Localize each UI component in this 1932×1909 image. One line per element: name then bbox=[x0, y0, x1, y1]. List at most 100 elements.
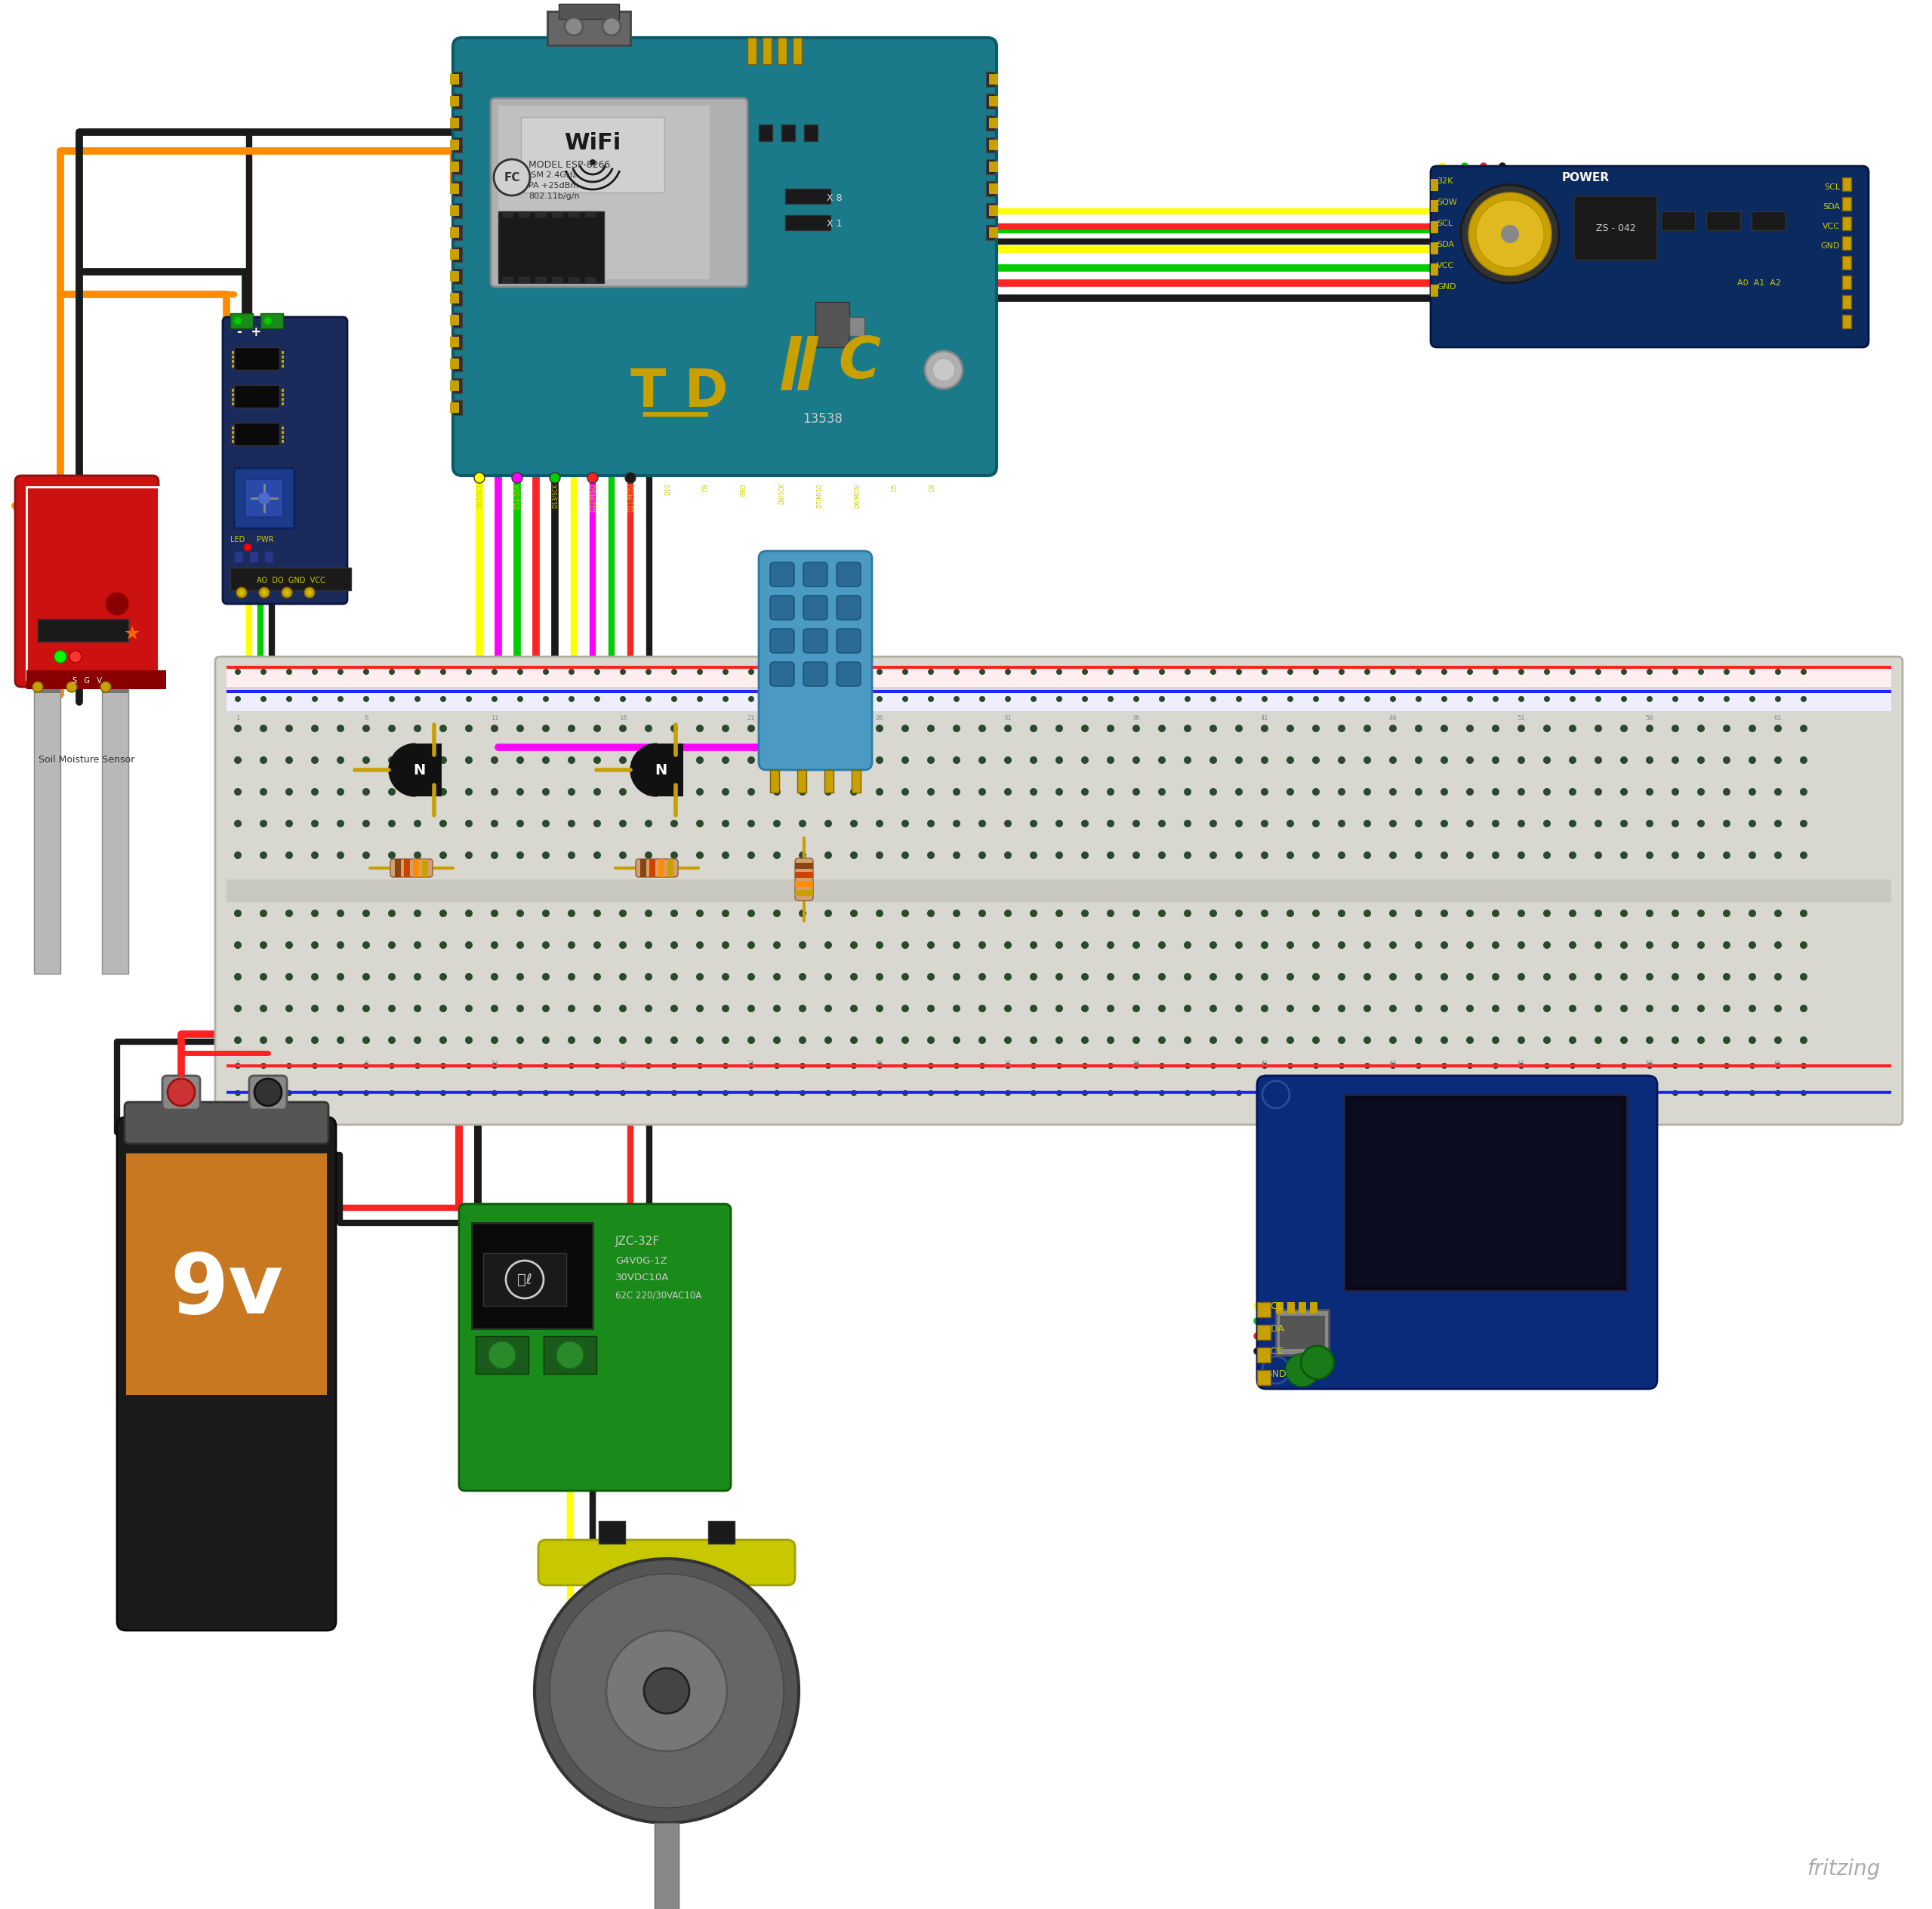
Circle shape bbox=[568, 1063, 574, 1069]
Text: POWER: POWER bbox=[1561, 172, 1609, 183]
Circle shape bbox=[1134, 1090, 1140, 1096]
Bar bbox=[1258, 1348, 1271, 1363]
Circle shape bbox=[798, 1004, 806, 1012]
Circle shape bbox=[240, 590, 243, 596]
Circle shape bbox=[1132, 974, 1140, 981]
Circle shape bbox=[388, 1063, 394, 1069]
Bar bbox=[985, 202, 995, 218]
Bar bbox=[553, 277, 564, 283]
Circle shape bbox=[286, 909, 294, 916]
Circle shape bbox=[336, 909, 344, 916]
Bar bbox=[450, 206, 460, 216]
Bar bbox=[452, 357, 462, 372]
Circle shape bbox=[1723, 851, 1731, 859]
Circle shape bbox=[1082, 788, 1090, 796]
Circle shape bbox=[234, 1004, 242, 1012]
Circle shape bbox=[1544, 725, 1551, 733]
Circle shape bbox=[1262, 668, 1267, 674]
Circle shape bbox=[415, 697, 421, 703]
Circle shape bbox=[1723, 974, 1731, 981]
Circle shape bbox=[1134, 668, 1140, 674]
Text: SDA: SDA bbox=[1437, 241, 1455, 248]
Circle shape bbox=[1287, 851, 1294, 859]
Bar bbox=[415, 743, 442, 796]
Text: 51: 51 bbox=[1517, 716, 1524, 722]
Circle shape bbox=[620, 668, 626, 674]
Circle shape bbox=[902, 788, 908, 796]
Bar bbox=[126, 1153, 327, 1395]
Circle shape bbox=[1774, 1037, 1781, 1044]
Circle shape bbox=[593, 788, 601, 796]
Circle shape bbox=[1493, 668, 1499, 674]
Text: D12/MISO: D12/MISO bbox=[589, 483, 597, 512]
Text: Soil Moisture Sensor: Soil Moisture Sensor bbox=[39, 754, 135, 766]
Text: VCC: VCC bbox=[1437, 262, 1455, 269]
Circle shape bbox=[595, 668, 601, 674]
Circle shape bbox=[286, 788, 294, 796]
Circle shape bbox=[1005, 941, 1012, 949]
Circle shape bbox=[1337, 725, 1345, 733]
Circle shape bbox=[618, 788, 626, 796]
Circle shape bbox=[543, 941, 549, 949]
Circle shape bbox=[723, 941, 728, 949]
Bar bbox=[1841, 315, 1851, 328]
Circle shape bbox=[1723, 909, 1731, 916]
Text: D13/SCK: D13/SCK bbox=[551, 483, 558, 508]
Circle shape bbox=[593, 756, 601, 764]
Circle shape bbox=[1621, 725, 1629, 733]
Circle shape bbox=[723, 909, 728, 916]
Circle shape bbox=[1517, 819, 1524, 827]
Circle shape bbox=[259, 493, 270, 504]
Circle shape bbox=[1801, 697, 1806, 703]
Bar bbox=[639, 859, 647, 876]
Circle shape bbox=[902, 851, 908, 859]
Circle shape bbox=[1005, 819, 1012, 827]
Circle shape bbox=[927, 725, 935, 733]
Circle shape bbox=[1671, 909, 1679, 916]
Circle shape bbox=[645, 941, 653, 949]
Circle shape bbox=[491, 697, 498, 703]
Circle shape bbox=[952, 756, 960, 764]
Circle shape bbox=[439, 725, 446, 733]
Circle shape bbox=[620, 697, 626, 703]
Circle shape bbox=[473, 473, 485, 483]
Bar bbox=[518, 277, 529, 283]
Circle shape bbox=[1723, 756, 1731, 764]
Circle shape bbox=[363, 725, 369, 733]
Circle shape bbox=[259, 788, 267, 796]
Circle shape bbox=[875, 788, 883, 796]
Text: GND: GND bbox=[1265, 1369, 1287, 1378]
Text: SDA: SDA bbox=[1265, 1323, 1285, 1332]
Circle shape bbox=[1723, 819, 1731, 827]
Circle shape bbox=[1107, 941, 1115, 949]
Circle shape bbox=[1107, 974, 1115, 981]
Circle shape bbox=[952, 819, 960, 827]
Circle shape bbox=[543, 909, 549, 916]
Circle shape bbox=[259, 851, 267, 859]
Circle shape bbox=[1466, 974, 1474, 981]
Circle shape bbox=[748, 668, 753, 674]
Circle shape bbox=[1262, 909, 1269, 916]
Text: ZS - 042: ZS - 042 bbox=[1596, 223, 1636, 233]
Circle shape bbox=[1184, 1037, 1192, 1044]
Circle shape bbox=[1364, 697, 1370, 703]
Text: VCC: VCC bbox=[1265, 1346, 1285, 1355]
Circle shape bbox=[1209, 1090, 1217, 1096]
Circle shape bbox=[1569, 1090, 1577, 1096]
Circle shape bbox=[336, 1004, 344, 1012]
Circle shape bbox=[1030, 1090, 1037, 1096]
Circle shape bbox=[1774, 941, 1781, 949]
Circle shape bbox=[388, 1004, 396, 1012]
Bar bbox=[784, 216, 831, 231]
Circle shape bbox=[902, 974, 908, 981]
Bar bbox=[784, 189, 831, 204]
Circle shape bbox=[1671, 974, 1679, 981]
FancyBboxPatch shape bbox=[249, 1075, 286, 1109]
Text: 16: 16 bbox=[618, 716, 626, 722]
Circle shape bbox=[1671, 725, 1679, 733]
Circle shape bbox=[336, 851, 344, 859]
Circle shape bbox=[1441, 819, 1449, 827]
Bar bbox=[667, 859, 674, 876]
Bar bbox=[1662, 212, 1694, 231]
FancyBboxPatch shape bbox=[214, 657, 1903, 1124]
